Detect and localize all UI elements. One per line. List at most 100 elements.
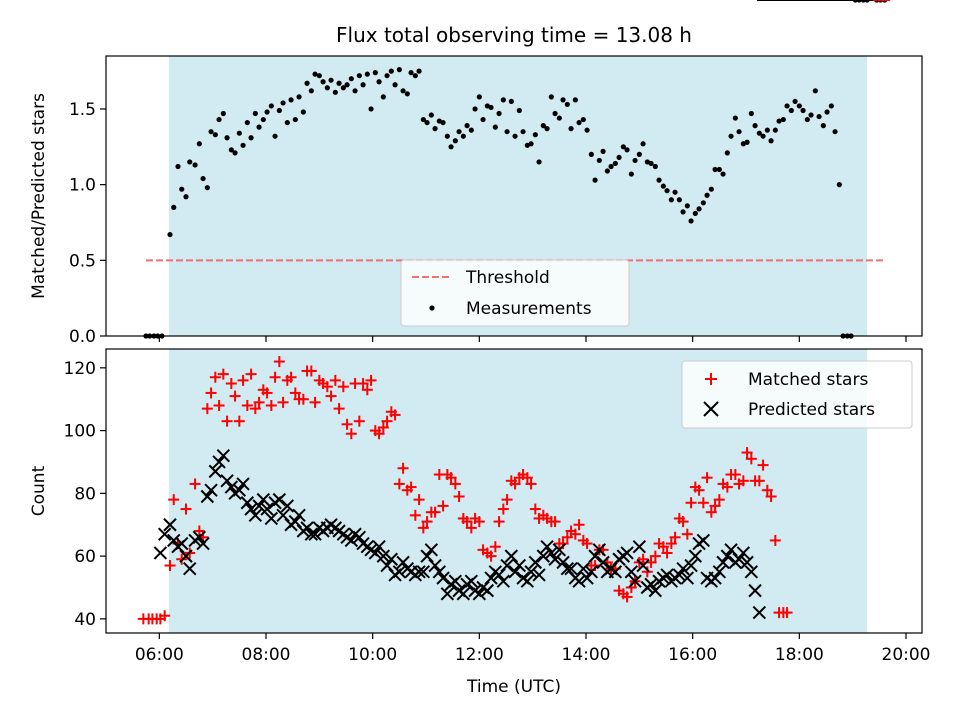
- matched-star-point: [337, 381, 349, 393]
- matched-star-point: [233, 415, 245, 427]
- predicted-star-point: [712, 565, 727, 579]
- predicted-star-point: [260, 502, 274, 516]
- predicted-star-point: [372, 539, 386, 554]
- y-tick-label: 1.0: [69, 176, 96, 196]
- top-y-axis-label: Matched/Predicted stars: [29, 93, 49, 299]
- matched-star-point: [193, 525, 205, 537]
- y-tick-label: 0.5: [69, 251, 96, 271]
- matched-star-point: [641, 566, 653, 578]
- measurement-point: [179, 186, 185, 192]
- matched-star-point: [189, 478, 201, 490]
- measurement-point: [187, 159, 193, 165]
- matched-star-point: [229, 390, 241, 402]
- matched-star-point: [245, 368, 257, 380]
- measurement-point: [183, 194, 189, 200]
- measurement-point: [792, 98, 798, 105]
- measurement-point: [192, 162, 198, 168]
- legend-predicted-swatch: [703, 401, 719, 417]
- measurement-point: [380, 94, 386, 100]
- predicted-star-point: [456, 587, 471, 601]
- measurement-point: [300, 109, 306, 115]
- matched-star-point: [285, 371, 297, 383]
- measurement-point: [460, 133, 466, 139]
- predicted-star-point: [252, 499, 266, 513]
- measurement-points: [143, 0, 888, 339]
- predicted-star-point: [432, 565, 447, 579]
- measurement-point: [656, 177, 662, 183]
- predicted-star-point: [368, 546, 383, 560]
- measurement-point: [544, 126, 550, 132]
- measurement-point: [732, 115, 738, 121]
- predicted-star-point: [304, 527, 319, 541]
- matched-star-point: [681, 528, 693, 540]
- x-tick-label: 10:00: [348, 645, 397, 665]
- measurement-point: [328, 77, 334, 83]
- matched-star-point: [449, 478, 461, 490]
- matched-star-point: [357, 378, 369, 390]
- measurement-point: [568, 126, 574, 132]
- predicted-star-point: [396, 555, 410, 570]
- predicted-star-point: [175, 536, 189, 551]
- matched-star-point: [569, 528, 581, 540]
- matched-star-point: [421, 516, 433, 528]
- measurement-point: [728, 133, 734, 139]
- matched-star-point: [325, 390, 337, 402]
- matched-star-point: [701, 472, 713, 484]
- matched-star-point: [333, 403, 345, 415]
- predicted-star-point: [520, 574, 535, 588]
- measurement-point: [640, 141, 646, 147]
- measurement-point: [680, 209, 686, 215]
- measurement-point: [372, 70, 378, 76]
- matched-star-point: [649, 550, 661, 562]
- measurement-point: [556, 115, 562, 121]
- measurement-point: [696, 206, 702, 212]
- measurement-point: [412, 73, 418, 79]
- y-tick-label: 1.5: [69, 100, 96, 120]
- measurement-point: [248, 135, 254, 141]
- legend-measurement-swatch: [429, 305, 435, 311]
- predicted-star-point: [236, 477, 250, 491]
- measurement-point: [332, 89, 338, 95]
- predicted-star-point: [212, 455, 226, 469]
- measurement-point: [676, 197, 682, 203]
- legend-threshold-label: Threshold: [465, 268, 550, 288]
- x-tick-label: 06:00: [135, 645, 184, 665]
- measurement-point: [616, 154, 622, 161]
- measurement-point: [220, 110, 226, 117]
- predicted-star-point: [708, 571, 722, 585]
- measurement-point: [764, 127, 770, 133]
- measurement-point: [620, 144, 626, 150]
- predicted-star-point: [628, 574, 642, 588]
- measurement-point: [624, 147, 630, 153]
- matched-star-point: [685, 497, 697, 509]
- matched-star-point: [269, 371, 281, 383]
- predicted-star-point: [532, 568, 546, 582]
- predicted-star-point: [264, 511, 279, 526]
- measurement-point: [576, 119, 582, 126]
- matched-star-point: [501, 494, 513, 506]
- predicted-star-point: [167, 533, 181, 548]
- top-legend: Threshold Measurements: [400, 259, 630, 327]
- measurement-point: [420, 116, 426, 123]
- measurement-point: [824, 109, 830, 115]
- measurement-point: [208, 129, 214, 135]
- bottom-y-ticks: 40 60 80 100 120: [64, 359, 106, 630]
- measurement-point: [440, 119, 446, 126]
- measurement-point: [672, 189, 678, 195]
- measurement-point: [776, 118, 782, 124]
- predicted-star-point: [256, 492, 271, 507]
- predicted-star-point: [300, 521, 314, 535]
- predicted-star-point: [153, 546, 168, 560]
- measurement-point: [232, 150, 238, 156]
- measurement-point: [312, 71, 318, 77]
- measurement-point: [660, 183, 666, 189]
- y-tick-label: 60: [74, 547, 96, 567]
- matched-star-point: [297, 393, 309, 405]
- measurement-point: [708, 186, 714, 192]
- legend-matched-label: Matched stars: [748, 370, 868, 390]
- measurement-point: [480, 116, 486, 123]
- count-panel: 40 60 80 100 120 06:00 08:00 10:00 12:00 14:00 16…: [29, 0, 931, 697]
- measurement-point: [204, 185, 210, 191]
- predicted-star-point: [384, 552, 399, 566]
